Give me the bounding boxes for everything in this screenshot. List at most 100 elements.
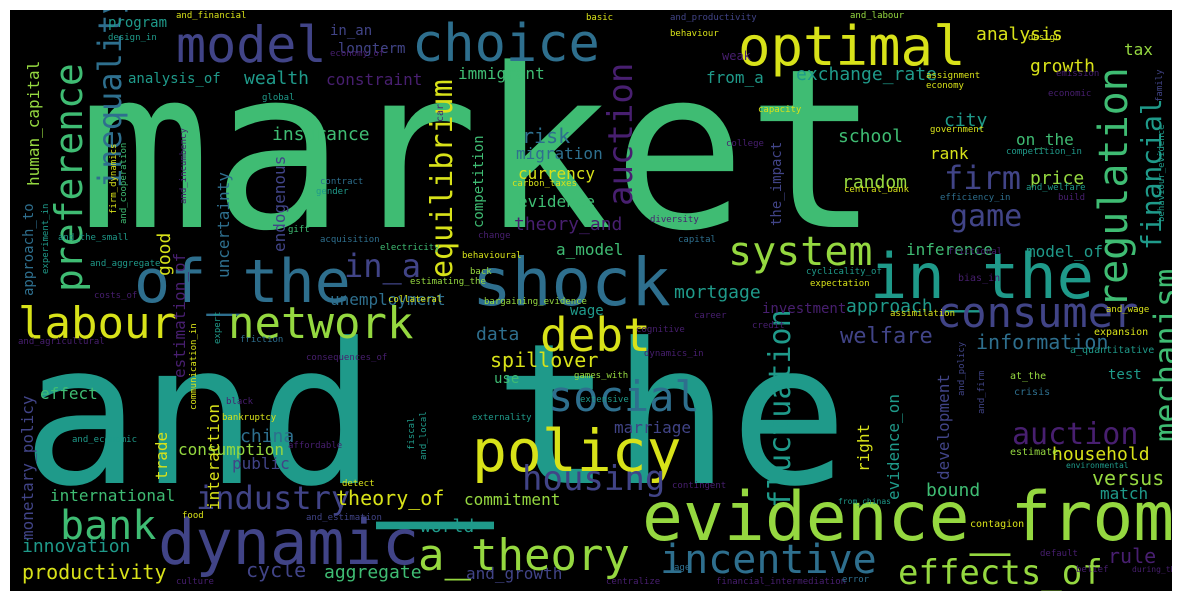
word-communication-in: communication_in — [189, 323, 199, 410]
word-investment: use — [494, 371, 520, 387]
word-assignment: assignment — [926, 71, 981, 81]
word-college: college — [726, 139, 764, 149]
word-back: back — [470, 267, 492, 277]
word-measure: auction — [1012, 417, 1139, 452]
word-firm: firm — [944, 159, 1022, 197]
word-dynamic: dynamic — [158, 506, 420, 579]
word-evidence-on: evidence_on — [884, 394, 903, 500]
word-price: price — [1030, 168, 1085, 189]
word-affordable: bankruptcy — [222, 413, 277, 423]
word-weak: weak — [722, 49, 751, 63]
word-and-local: fiscal — [407, 417, 417, 450]
word-wage: investment — [762, 301, 847, 317]
word-and-welfare: and_welfare — [1026, 183, 1086, 193]
word-consumer: consumer — [936, 288, 1139, 337]
word-at-the: at_the — [1010, 371, 1047, 382]
word-cyclicality-of: cyclicality_of — [806, 267, 882, 277]
word-fluctuation: fluctuation — [763, 309, 798, 508]
word-expectation: expectation — [810, 279, 870, 289]
word-migration: migration — [516, 144, 603, 163]
word-food: detect — [342, 479, 375, 489]
word-system: system — [728, 229, 873, 275]
word-behaviour-evidence: behaviour_evidence — [1157, 124, 1167, 222]
word-design: design — [1028, 33, 1061, 43]
word-environmental: environmental — [1066, 461, 1129, 470]
word-labour: labour — [18, 298, 177, 349]
word-carbon-taxes: carbon_taxes — [512, 179, 578, 189]
word-endogenous: the_impact — [769, 141, 785, 226]
word-basic: basic — [586, 13, 614, 23]
word-and-wage: and_wage — [1106, 305, 1150, 315]
word-competition-in: competition_in — [1006, 147, 1082, 157]
word-unemployment: wage — [570, 303, 604, 319]
word-externality: and_local — [419, 411, 429, 460]
word-risk: risk — [522, 124, 571, 148]
word-expert: consequences_of — [306, 353, 388, 363]
word-tax: tax — [1124, 40, 1153, 59]
word-career: career — [694, 311, 727, 321]
word-and-policy: and_policy — [957, 341, 967, 396]
word-aggregate: aggregate — [324, 562, 422, 583]
word-gender: gender — [316, 187, 349, 197]
word-capital: capital — [678, 235, 716, 245]
word-right: right — [854, 423, 873, 472]
word-welfare: welfare — [840, 324, 933, 349]
word-monetary-policy: monetary_policy — [18, 395, 37, 541]
word-in-a: in_a — [344, 247, 422, 285]
word-social: social — [548, 372, 700, 421]
word-central-bank: central_bank — [844, 185, 910, 195]
word-estimation-of: uncertainty — [214, 172, 233, 278]
word-design-in: design_in — [108, 33, 157, 43]
word-consequences-of: friction — [240, 335, 284, 345]
word-economy: economy — [926, 81, 964, 91]
word-currency: currency — [518, 164, 596, 183]
word-household: household — [1052, 444, 1150, 465]
word-contingent: contingent — [672, 481, 727, 491]
word-data: data — [476, 324, 520, 345]
word-cultural: experiment_in — [41, 203, 51, 274]
word-fiscal: affordable — [288, 441, 343, 451]
word-effects-of: effects_of — [898, 553, 1103, 591]
word-political: effect — [40, 384, 98, 403]
word-test: test — [1108, 367, 1142, 383]
word-and-aggregate: and_the_small — [58, 233, 129, 243]
word-electricity: electricity — [380, 243, 440, 253]
word-use: consumption — [178, 440, 284, 459]
word-china: china — [240, 426, 295, 447]
word-assimilation: assimilation — [890, 309, 956, 319]
word-incentive: incentive — [660, 537, 877, 583]
word-industry: industry — [196, 479, 351, 517]
word-gift: gift — [288, 225, 310, 235]
word-commitment: commitment — [464, 490, 561, 509]
word-error: error — [842, 575, 870, 585]
word-debt: debt — [540, 308, 651, 362]
word-and-estimation: food — [182, 511, 204, 521]
word-and-growth: and_growth — [466, 564, 563, 583]
word-contract: contract — [320, 177, 364, 187]
word-auction-v: auction — [601, 62, 641, 206]
word-evidence-from: evidence_from — [642, 478, 1172, 557]
word-marriage: marriage — [614, 418, 692, 437]
word-friction: and_agricultural — [18, 337, 105, 347]
word-frictional: frictional — [948, 247, 1003, 257]
word-network: network — [228, 298, 414, 349]
word-estimate: estimate — [1010, 447, 1059, 458]
word-spillover: spillover — [490, 348, 599, 372]
word-emission: emission — [1056, 69, 1100, 79]
word-estimating-the: estimating_the — [410, 277, 486, 287]
word-age: age — [674, 563, 691, 573]
word-collateral: collateral — [388, 295, 443, 305]
word-economy-of: economy_of — [330, 49, 385, 59]
word-detect: and_economic — [72, 435, 138, 445]
word-interaction: trade — [152, 431, 171, 480]
word-car: car — [435, 103, 446, 122]
word-uncertainty: endogenous — [270, 155, 289, 252]
word-game: game — [950, 199, 1023, 234]
word-and-agricultural: costs_of — [94, 291, 138, 301]
word-consumption: interaction — [204, 404, 223, 510]
word-innovation: innovation — [22, 536, 131, 557]
word-from-chinas: from_chinas — [838, 497, 891, 506]
word-contagion: contagion — [970, 519, 1025, 530]
word-and-the: and_the — [22, 302, 849, 530]
word-culture: and_estimation — [306, 513, 382, 523]
